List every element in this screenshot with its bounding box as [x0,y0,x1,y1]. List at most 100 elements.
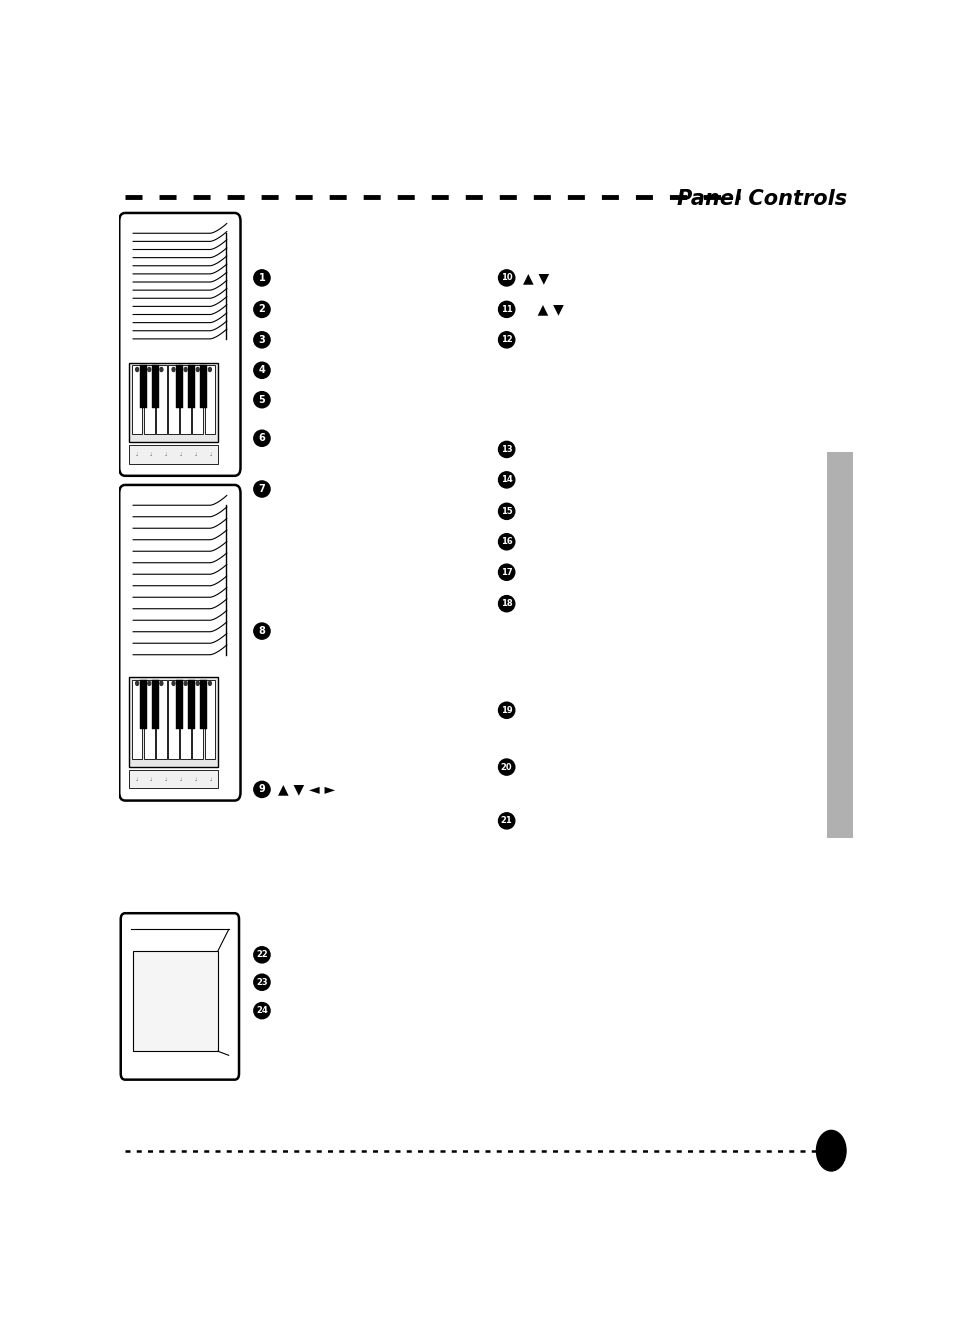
Text: ♩: ♩ [165,452,167,457]
Circle shape [160,368,163,372]
Bar [129,677,218,767]
Bar [129,445,218,464]
Bar [826,452,852,838]
Bar [180,365,191,434]
Ellipse shape [253,623,270,639]
Bar [193,365,203,434]
Ellipse shape [498,442,515,457]
Bar [168,365,178,434]
Text: 9: 9 [258,784,265,795]
Text: ♩: ♩ [135,776,137,782]
Bar [180,680,191,759]
Text: 16: 16 [500,538,512,546]
Text: 2: 2 [258,304,265,315]
Bar [152,365,158,407]
Circle shape [135,368,138,372]
Bar [168,680,178,759]
Ellipse shape [498,472,515,488]
FancyBboxPatch shape [121,913,239,1079]
Bar [188,365,194,407]
Ellipse shape [498,564,515,580]
Bar [200,680,207,729]
Bar [152,680,158,729]
Bar [156,365,167,434]
Text: 17: 17 [500,568,512,577]
Ellipse shape [498,302,515,318]
Text: ♩: ♩ [180,776,182,782]
Ellipse shape [498,270,515,286]
Text: ♩: ♩ [210,452,212,457]
Circle shape [148,368,151,372]
Circle shape [816,1131,845,1170]
Bar [176,365,183,407]
Ellipse shape [253,974,270,990]
Text: 3: 3 [258,335,265,345]
Ellipse shape [253,270,270,286]
Text: ▲ ▼ ◄ ►: ▲ ▼ ◄ ► [278,783,335,796]
Text: ♩: ♩ [210,776,212,782]
Text: Panel Controls: Panel Controls [677,188,846,208]
Text: 14: 14 [500,476,512,485]
Ellipse shape [498,759,515,775]
Bar [140,365,147,407]
FancyBboxPatch shape [119,214,240,476]
Ellipse shape [498,503,515,519]
Text: ♩: ♩ [150,776,152,782]
Circle shape [135,681,138,685]
Circle shape [208,681,212,685]
Bar [129,364,218,443]
Text: 4: 4 [258,365,265,376]
Ellipse shape [253,1003,270,1019]
Ellipse shape [498,596,515,612]
Text: 10: 10 [500,273,512,282]
Ellipse shape [253,481,270,497]
Text: ▲ ▼: ▲ ▼ [522,272,549,285]
Circle shape [208,368,212,372]
Bar [156,680,167,759]
Text: 11: 11 [500,304,512,314]
Text: 21: 21 [500,816,512,825]
Text: 24: 24 [255,1006,268,1015]
Bar [140,680,147,729]
Text: 5: 5 [258,394,265,405]
Bar [144,680,154,759]
Bar [193,680,203,759]
Text: ♩: ♩ [135,452,137,457]
Ellipse shape [253,391,270,407]
Text: 6: 6 [258,434,265,443]
Circle shape [184,368,187,372]
Text: ♩: ♩ [180,452,182,457]
Bar [176,680,183,729]
Text: 7: 7 [258,484,265,494]
Text: 22: 22 [255,950,268,960]
Text: ♩: ♩ [194,452,196,457]
Ellipse shape [498,332,515,348]
Bar [132,680,142,759]
Bar [188,680,194,729]
Text: ▲ ▼: ▲ ▼ [522,302,563,316]
Bar [144,365,154,434]
Text: 23: 23 [255,978,268,987]
Circle shape [148,681,151,685]
Ellipse shape [498,813,515,829]
Ellipse shape [498,702,515,718]
Text: ♩: ♩ [165,776,167,782]
Bar [129,770,218,788]
Bar [132,952,217,1052]
Text: 13: 13 [500,445,512,453]
Circle shape [160,681,163,685]
FancyBboxPatch shape [119,485,240,800]
Text: 8: 8 [258,626,265,637]
Circle shape [196,368,199,372]
Ellipse shape [253,362,270,378]
Text: 19: 19 [500,705,512,714]
Text: 18: 18 [500,600,512,608]
Text: ♩: ♩ [150,452,152,457]
Text: 15: 15 [500,507,512,515]
Bar [204,365,215,434]
Circle shape [184,681,187,685]
Bar [200,365,207,407]
Ellipse shape [498,534,515,550]
Circle shape [196,681,199,685]
Ellipse shape [253,302,270,318]
